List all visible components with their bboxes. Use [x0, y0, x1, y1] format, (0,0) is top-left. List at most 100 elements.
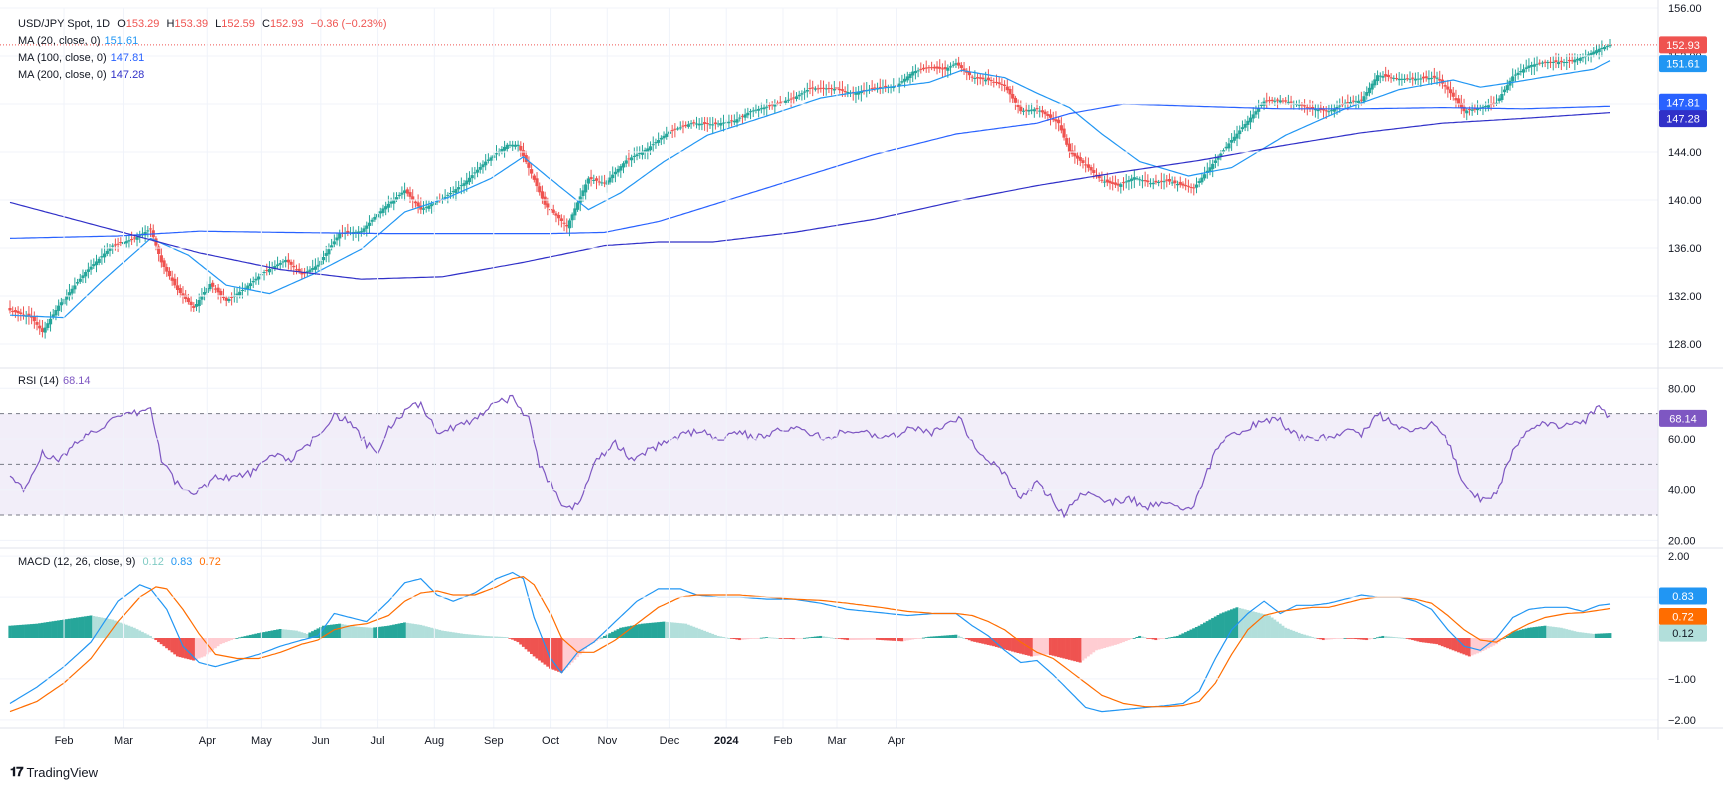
macd-hist-bar — [1159, 638, 1163, 640]
candle-body — [997, 82, 1001, 84]
macd-hist-bar — [1481, 638, 1485, 651]
macd-signal-value: 0.72 — [199, 556, 221, 568]
candle-body — [924, 67, 928, 69]
rsi-legend[interactable]: RSI (14) 68.14 — [18, 375, 91, 387]
macd-hist-bar — [535, 638, 539, 659]
macd-hist-bar — [108, 619, 112, 638]
candle-body — [159, 255, 163, 263]
ma20-line — [9, 60, 1611, 319]
macd-hist-bar — [938, 635, 942, 638]
candle-body — [1381, 76, 1385, 78]
macd-hist-bar — [1486, 638, 1490, 649]
x-tick-label: Oct — [542, 735, 559, 747]
ma20-legend[interactable]: MA (20, close, 0) 151.61 — [18, 35, 139, 47]
candle-body — [1570, 60, 1574, 62]
macd-hist-bar — [1340, 638, 1344, 639]
candle-body — [297, 268, 301, 272]
candle-body — [481, 164, 485, 168]
macd-hist-bar — [1511, 631, 1515, 638]
candle-body — [765, 106, 769, 108]
macd-hist-bar — [1362, 638, 1366, 640]
macd-hist-bar — [394, 624, 398, 638]
macd-hist-bar — [1219, 613, 1223, 638]
candle-body — [367, 222, 372, 226]
macd-hist-bar — [170, 638, 174, 653]
macd-hist-bar — [1038, 638, 1042, 656]
macd-hist-bar — [1265, 614, 1269, 638]
macd-hist-bar — [1216, 614, 1220, 638]
macd-hist-bar — [1575, 631, 1579, 638]
macd-hist-bar — [584, 638, 588, 649]
candle-body — [1505, 85, 1509, 91]
macd-hist-bar — [1584, 632, 1588, 638]
macd-hist-bar — [194, 638, 198, 660]
candle-body — [962, 68, 966, 71]
candle-body — [681, 125, 685, 127]
macd-hist-bar — [678, 623, 682, 638]
macd-hist-bar — [643, 623, 647, 638]
tradingview-watermark[interactable]: 𝟏𝟕 TradingView — [10, 764, 98, 780]
macd-hist-bar — [1224, 611, 1228, 638]
candle-body — [167, 270, 172, 277]
candle-body — [78, 278, 82, 282]
ma200-legend[interactable]: MA (200, close, 0) 147.28 — [18, 69, 145, 81]
high-value: 153.39 — [174, 18, 209, 30]
macd-hist-bar — [1543, 625, 1547, 638]
candle-body — [1316, 109, 1320, 112]
macd-legend[interactable]: MACD (12, 26, close, 9) 0.12 0.83 0.72 — [18, 556, 221, 568]
candle-body — [248, 283, 253, 287]
macd-hist-bar — [1208, 619, 1212, 638]
candle-body — [632, 155, 636, 157]
candle-body — [38, 325, 42, 329]
candle-body — [954, 63, 958, 65]
macd-hist-bar — [824, 636, 828, 638]
candle-body — [421, 208, 426, 210]
macd-hist-bar — [367, 627, 371, 638]
candle-body — [1462, 106, 1466, 112]
candle-body — [843, 91, 847, 93]
candle-body — [721, 122, 726, 124]
x-tick-label: Mar — [114, 735, 133, 747]
macd-hist-bar — [1200, 624, 1204, 638]
candle-body — [1238, 130, 1242, 135]
candle-body — [540, 191, 545, 199]
candle-body — [678, 127, 682, 129]
candle-body — [373, 216, 377, 220]
macd-hist-bar — [765, 637, 769, 638]
candle-body — [711, 124, 715, 126]
candle-body — [1432, 75, 1436, 78]
macd-hist-bar — [221, 638, 225, 644]
candle-body — [284, 260, 288, 262]
candle-body — [1035, 108, 1039, 110]
macd-hist-bar — [173, 638, 177, 655]
candle-body — [643, 149, 647, 152]
candle-body — [1532, 64, 1536, 67]
signal-line — [9, 575, 1611, 713]
candle-body — [1275, 99, 1280, 101]
macd-hist-bar — [611, 631, 615, 638]
x-tick-label: May — [251, 735, 272, 747]
candle-body — [1108, 180, 1112, 184]
macd-hist-bar — [1570, 630, 1574, 638]
macd-hist-bar — [30, 624, 34, 638]
macd-hist-bar — [621, 627, 625, 638]
macd-hist-bar — [811, 636, 815, 638]
candle-body — [386, 203, 390, 208]
candle-body — [1448, 89, 1453, 94]
candle-body — [1030, 109, 1034, 111]
candle-body — [746, 112, 750, 116]
candle-body — [646, 148, 650, 152]
candle-body — [1159, 180, 1163, 182]
macd-hist-bar — [1354, 638, 1358, 640]
macd-hist-bar — [335, 624, 339, 638]
candle-body — [751, 110, 755, 112]
ma100-legend[interactable]: MA (100, close, 0) 147.81 — [18, 52, 145, 64]
macd-hist-bar — [1346, 638, 1350, 639]
candle-body — [1592, 51, 1596, 55]
macd-hist-bar — [67, 618, 71, 638]
candle-body — [1484, 106, 1488, 107]
candle-body — [313, 266, 318, 270]
candle-body — [484, 161, 488, 166]
macd-hist-bar — [540, 638, 544, 663]
price-tick-label: 128.00 — [1668, 339, 1702, 351]
